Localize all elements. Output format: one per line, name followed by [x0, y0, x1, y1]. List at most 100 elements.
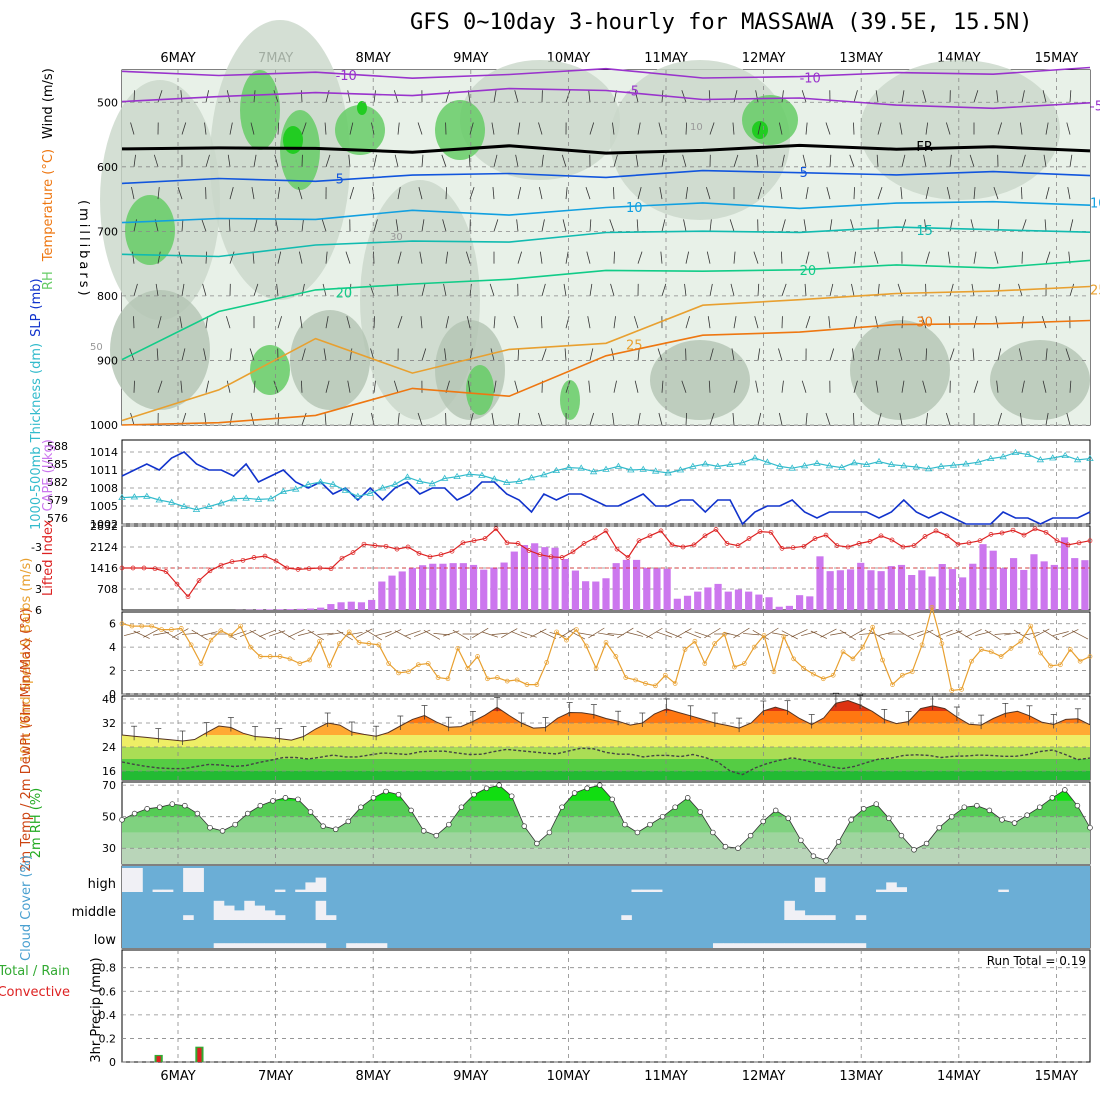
wind-speed-marker — [386, 661, 392, 666]
lifted-index-marker — [1054, 538, 1060, 544]
wind-speed-marker — [534, 682, 540, 687]
wind-barb — [492, 187, 495, 200]
wind-barb — [733, 154, 739, 167]
cloud-bar-middle — [621, 915, 632, 920]
panel-frame-wind — [121, 611, 1091, 695]
cloud-bar-low — [264, 943, 276, 948]
thickness-marker — [192, 505, 201, 513]
cloud-bar-high — [132, 868, 143, 892]
wind-barb — [757, 412, 762, 426]
rh-moist-region — [125, 195, 175, 265]
surface-wind-barb — [694, 631, 711, 638]
cloud-bar-middle — [274, 915, 286, 920]
rh-marker — [596, 782, 603, 788]
thickness-marker — [602, 465, 610, 472]
rh-marker — [282, 795, 289, 801]
lifted-index-marker — [471, 538, 477, 544]
lifted-index-marker — [658, 528, 664, 534]
rh-marker — [886, 815, 892, 822]
lifted-index-marker — [119, 565, 125, 571]
date-label-top: 12MAY — [742, 51, 786, 66]
wind-barb — [993, 186, 999, 200]
wind-speed-marker — [939, 641, 945, 646]
rh-marker — [270, 798, 276, 804]
wind-barb — [156, 348, 159, 361]
wind-barb — [946, 122, 951, 135]
wind-barb — [826, 186, 831, 200]
cloud-bar-low — [244, 943, 255, 948]
lifted-index-marker — [394, 546, 400, 552]
rh-marker — [772, 807, 779, 814]
cloud-bar-high — [315, 877, 327, 892]
rh-marker — [684, 795, 691, 801]
rh-region — [210, 20, 350, 300]
cloud-bar-middle — [814, 915, 826, 920]
pressure-tick-label: 700 — [97, 225, 118, 238]
wind-speed-marker — [494, 675, 500, 680]
wind-barb — [755, 90, 759, 103]
cape-bar — [734, 589, 743, 610]
thickness-marker — [130, 493, 139, 500]
thickness-marker — [316, 478, 325, 485]
wind-barb — [153, 154, 159, 167]
wind-barb — [516, 219, 519, 232]
rh-marker — [923, 840, 930, 847]
wind-barb — [514, 90, 519, 103]
thickness-marker — [577, 464, 585, 471]
rh-marker — [609, 796, 616, 803]
lifted-index-marker — [625, 555, 631, 560]
wind-barb — [491, 122, 495, 135]
rh-tick-label: 70 — [102, 779, 116, 792]
wind-barb — [373, 251, 375, 264]
rh-tick-label: 30 — [102, 842, 116, 855]
surface-wind-barb — [355, 628, 373, 638]
wind-barb — [396, 283, 399, 296]
lifted-index-marker — [636, 538, 642, 544]
cloud-bar-low — [315, 943, 327, 948]
rh-saturated-region — [752, 121, 768, 139]
wind-tick-label: 2 — [109, 665, 116, 678]
thickness-marker — [515, 477, 523, 484]
wind-barb — [301, 283, 305, 296]
cloud-bar-middle — [264, 910, 276, 920]
lifted-index-marker — [713, 527, 719, 532]
wind-speed-marker — [732, 664, 737, 670]
wind-barb — [1067, 187, 1071, 200]
wind-barb — [994, 251, 999, 264]
thickness-marker — [900, 462, 908, 469]
wind-barb — [347, 90, 351, 103]
wind-barb — [755, 380, 759, 393]
isotherm-label: 10 — [1090, 196, 1100, 211]
thickness-marker — [118, 493, 126, 501]
wind-barb — [1045, 122, 1049, 135]
wind-speed-marker — [287, 656, 293, 662]
lifted-index-marker — [812, 536, 818, 541]
cape-bar — [378, 581, 386, 610]
lifted-index-marker — [614, 546, 620, 552]
precip-legend-total: Total / Rain — [0, 964, 70, 979]
cape-bar — [398, 571, 406, 610]
wind-barb — [229, 412, 233, 426]
cape-tick-label: 2124 — [90, 541, 118, 554]
pressure-tick-label: 800 — [97, 290, 118, 303]
wind-barb — [733, 90, 738, 103]
wind-speed-marker — [524, 682, 530, 687]
wind-barb — [228, 219, 231, 232]
cloud-bar-low — [753, 943, 765, 948]
wind-barb — [684, 283, 687, 296]
lifted-index-marker — [1076, 540, 1082, 546]
wind-speed-marker — [1087, 654, 1093, 659]
lifted-tick-label: 3 — [35, 583, 42, 596]
slp-tick-label: 1005 — [90, 500, 118, 513]
wind-barb — [157, 251, 161, 264]
slp-tick-label: 1008 — [90, 482, 118, 495]
surface-wind-barb — [123, 631, 141, 637]
slp-axis-title: 1000-500mb Thickness (dm) SLP (mb) — [29, 278, 44, 530]
wind-barb — [825, 122, 831, 135]
surface-wind-barb — [133, 630, 150, 639]
date-label-bottom: 12MAY — [742, 1069, 786, 1084]
wind-speed-marker — [978, 647, 984, 652]
isotherm-line — [121, 226, 1091, 258]
wind-barb — [204, 122, 207, 135]
cape-bar — [908, 575, 916, 610]
